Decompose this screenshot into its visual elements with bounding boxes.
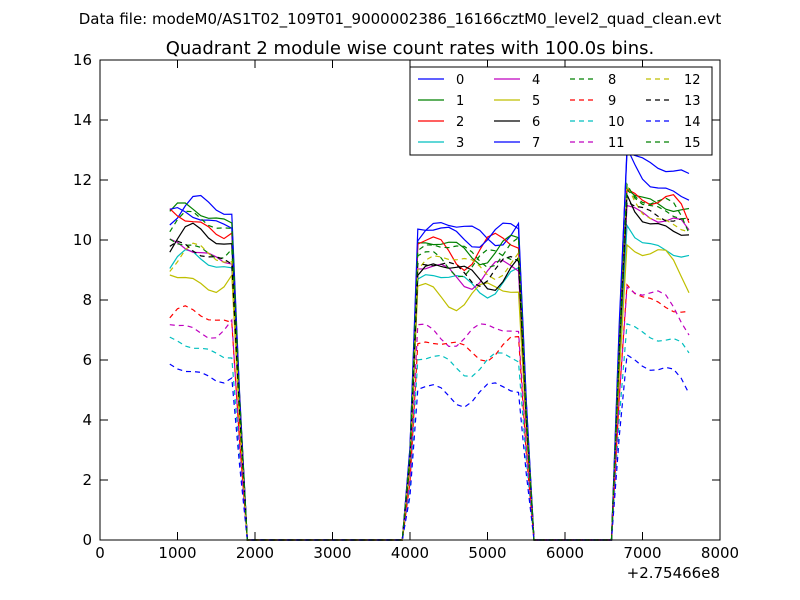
series-line-3 <box>169 223 690 541</box>
series-line-1 <box>169 187 690 541</box>
y-tick-label-6: 12 <box>73 171 92 189</box>
legend-label-15: 15 <box>684 136 701 151</box>
legend-label-11: 11 <box>608 136 625 151</box>
y-tick-label-0: 0 <box>82 531 92 549</box>
y-tick-label-7: 14 <box>73 111 92 129</box>
legend-label-8: 8 <box>608 73 616 88</box>
series-line-12 <box>169 184 690 541</box>
series-line-11 <box>169 285 690 541</box>
series-line-2 <box>169 188 690 541</box>
y-tick-label-5: 10 <box>73 231 92 249</box>
series-line-13 <box>169 200 690 541</box>
series-line-7 <box>169 151 690 541</box>
series-line-4 <box>169 204 690 541</box>
legend-label-10: 10 <box>608 115 625 130</box>
series-line-0 <box>169 147 690 541</box>
y-tick-label-8: 16 <box>73 51 92 69</box>
series-line-8 <box>169 188 690 541</box>
legend-label-6: 6 <box>532 115 540 130</box>
plot-lines <box>169 147 690 541</box>
x-tick-label-2: 2000 <box>236 544 274 562</box>
x-tick-label-7: 7000 <box>623 544 661 562</box>
legend-label-12: 12 <box>684 73 701 88</box>
legend-label-13: 13 <box>684 94 701 109</box>
x-tick-label-5: 5000 <box>468 544 506 562</box>
y-tick-label-1: 2 <box>82 471 92 489</box>
legend-label-9: 9 <box>608 94 616 109</box>
series-line-6 <box>169 194 690 541</box>
series-line-5 <box>169 243 690 541</box>
legend-label-7: 7 <box>532 136 540 151</box>
legend-label-0: 0 <box>456 73 464 88</box>
legend-label-14: 14 <box>684 115 701 130</box>
x-tick-label-1: 1000 <box>158 544 196 562</box>
x-tick-label-4: 4000 <box>391 544 429 562</box>
y-tick-label-2: 4 <box>82 411 92 429</box>
x-tick-label-6: 6000 <box>546 544 584 562</box>
axis-ticks: 0 1000 2000 3000 4000 5000 6000 7000 80000246810… <box>73 51 739 562</box>
legend-box <box>409 66 713 156</box>
legend-label-4: 4 <box>532 73 540 88</box>
x-tick-label-3: 3000 <box>313 544 351 562</box>
legend-label-2: 2 <box>456 115 464 130</box>
y-tick-label-3: 6 <box>82 351 92 369</box>
suptitle: Data file: modeM0/AS1T02_109T01_90000023… <box>79 10 722 29</box>
legend-label-1: 1 <box>456 94 464 109</box>
legend-label-3: 3 <box>456 136 464 151</box>
series-line-14 <box>169 353 690 541</box>
x-tick-label-0: 0 <box>95 544 105 562</box>
x-tick-label-8: 8000 <box>701 544 739 562</box>
x-offset-label: +2.75466e8 <box>627 564 720 582</box>
legend-label-5: 5 <box>532 94 540 109</box>
chart-title: Quadrant 2 module wise count rates with … <box>166 38 655 59</box>
series-line-9 <box>169 283 690 541</box>
series-line-15 <box>169 182 690 541</box>
series-line-10 <box>169 322 690 541</box>
y-tick-label-4: 8 <box>82 291 92 309</box>
